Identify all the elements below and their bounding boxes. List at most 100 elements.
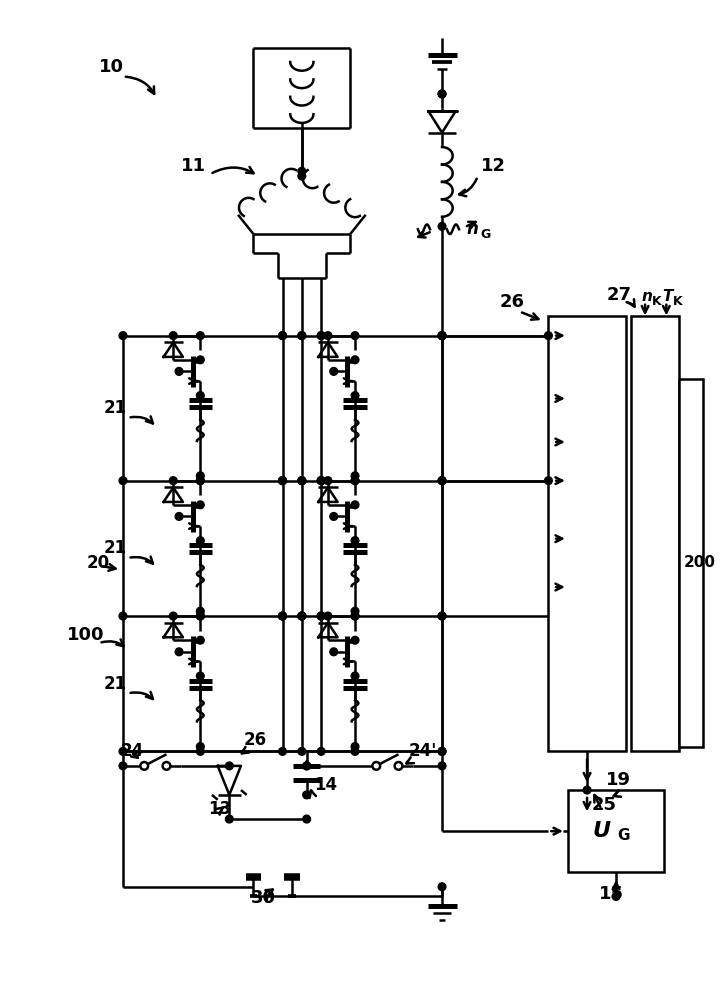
Circle shape — [175, 368, 183, 375]
Circle shape — [169, 332, 177, 339]
Circle shape — [612, 893, 620, 900]
Circle shape — [351, 356, 359, 364]
Circle shape — [279, 332, 286, 339]
Circle shape — [298, 172, 306, 180]
Circle shape — [140, 762, 148, 770]
Circle shape — [119, 332, 127, 339]
Circle shape — [279, 612, 286, 620]
Text: 13: 13 — [208, 800, 231, 818]
Circle shape — [317, 477, 325, 485]
Circle shape — [279, 477, 286, 485]
Circle shape — [169, 612, 177, 620]
Circle shape — [298, 477, 306, 485]
Circle shape — [197, 392, 204, 399]
Circle shape — [226, 815, 233, 823]
Circle shape — [163, 762, 171, 770]
Circle shape — [298, 332, 306, 339]
Circle shape — [197, 612, 204, 620]
Text: G: G — [618, 828, 630, 843]
Text: 27: 27 — [606, 286, 632, 304]
Circle shape — [197, 332, 204, 339]
Circle shape — [324, 612, 332, 620]
Circle shape — [439, 223, 446, 230]
Circle shape — [317, 477, 325, 485]
Text: T: T — [663, 289, 673, 304]
Circle shape — [197, 501, 204, 509]
Circle shape — [317, 612, 325, 620]
Circle shape — [351, 748, 359, 755]
Circle shape — [298, 332, 306, 339]
Circle shape — [351, 636, 359, 644]
Circle shape — [439, 332, 446, 339]
Text: 19: 19 — [606, 771, 632, 789]
Bar — [631, 316, 679, 751]
Circle shape — [298, 477, 306, 485]
Text: 10: 10 — [99, 58, 124, 76]
Circle shape — [351, 743, 359, 750]
Circle shape — [351, 537, 359, 544]
Circle shape — [298, 748, 306, 755]
Text: K: K — [652, 295, 661, 308]
Circle shape — [298, 612, 306, 620]
Text: 12: 12 — [481, 157, 506, 175]
Circle shape — [279, 748, 286, 755]
Bar — [679, 379, 703, 747]
Circle shape — [226, 762, 233, 770]
Circle shape — [197, 537, 204, 544]
Circle shape — [544, 332, 552, 339]
Text: 25: 25 — [592, 796, 617, 814]
Text: 11: 11 — [181, 157, 206, 175]
Text: U: U — [592, 821, 611, 841]
Bar — [548, 316, 626, 751]
Circle shape — [197, 743, 204, 750]
Circle shape — [439, 332, 446, 339]
Circle shape — [439, 90, 446, 98]
Circle shape — [197, 612, 204, 620]
Circle shape — [197, 607, 204, 615]
Circle shape — [303, 791, 311, 799]
Circle shape — [439, 477, 446, 485]
Circle shape — [317, 477, 325, 485]
Circle shape — [197, 356, 204, 364]
Circle shape — [439, 762, 446, 770]
Circle shape — [351, 672, 359, 680]
Circle shape — [544, 477, 552, 485]
Text: 14: 14 — [314, 776, 338, 794]
Text: 30: 30 — [250, 889, 276, 907]
Circle shape — [351, 501, 359, 509]
Text: n: n — [641, 289, 652, 304]
Circle shape — [298, 167, 306, 175]
Circle shape — [197, 672, 204, 680]
Circle shape — [197, 636, 204, 644]
Circle shape — [298, 612, 306, 620]
Text: 21: 21 — [104, 539, 127, 557]
Circle shape — [197, 477, 204, 485]
Circle shape — [279, 477, 286, 485]
Text: 15: 15 — [599, 885, 624, 903]
Circle shape — [372, 762, 380, 770]
Circle shape — [169, 477, 177, 485]
Bar — [568, 790, 664, 872]
Circle shape — [439, 332, 446, 339]
Circle shape — [351, 332, 359, 339]
Circle shape — [298, 477, 306, 485]
Text: 26: 26 — [500, 293, 525, 311]
Circle shape — [303, 762, 311, 770]
Text: 200: 200 — [684, 555, 716, 570]
Circle shape — [330, 368, 338, 375]
Circle shape — [351, 477, 359, 485]
Circle shape — [330, 648, 338, 656]
Circle shape — [119, 748, 127, 755]
Circle shape — [395, 762, 402, 770]
Text: G: G — [481, 228, 491, 241]
Circle shape — [439, 612, 446, 620]
Text: 24': 24' — [408, 742, 436, 760]
Circle shape — [439, 748, 446, 755]
Circle shape — [175, 648, 183, 656]
Circle shape — [330, 513, 338, 520]
Circle shape — [197, 748, 204, 755]
Circle shape — [317, 748, 325, 755]
Circle shape — [351, 472, 359, 480]
Circle shape — [351, 392, 359, 399]
Circle shape — [439, 612, 446, 620]
